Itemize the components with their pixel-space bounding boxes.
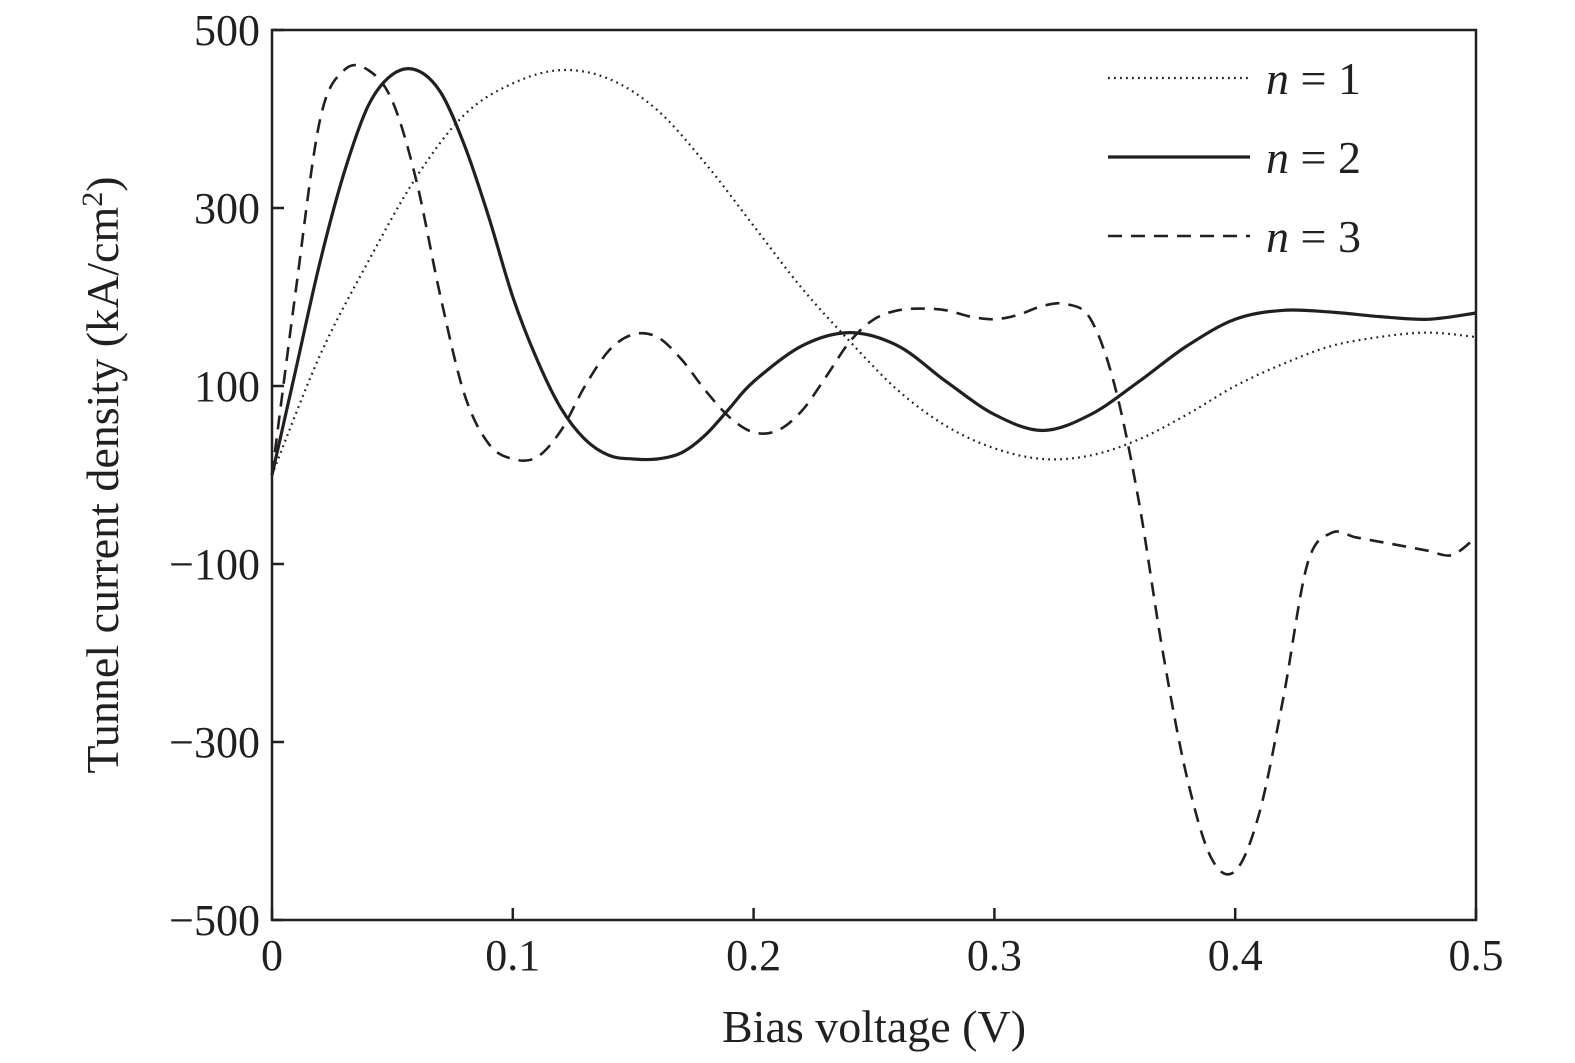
legend-value: = 1 bbox=[1289, 53, 1361, 104]
legend-variable: n bbox=[1266, 211, 1289, 262]
y-axis-label-superscript: 2 bbox=[76, 192, 109, 207]
y-axis-label-main: Tunnel current density (kA/cm bbox=[77, 207, 128, 774]
y-tick-label: −500 bbox=[169, 896, 260, 945]
legend-label-n3: n = 3 bbox=[1266, 211, 1361, 262]
series-lines bbox=[270, 63, 1477, 876]
legend-label-n2: n = 2 bbox=[1266, 132, 1361, 183]
legend-variable: n bbox=[1266, 53, 1289, 104]
y-tick-label: −300 bbox=[169, 718, 260, 767]
y-axis-ticks: −500 −300 −100 100 300 500 bbox=[169, 6, 284, 945]
y-tick-label: 500 bbox=[194, 6, 260, 55]
legend-variable: n bbox=[1266, 132, 1289, 183]
x-tick-label: 0.3 bbox=[967, 931, 1022, 980]
series-line-n3 bbox=[270, 63, 1477, 876]
y-tick-label: 100 bbox=[194, 362, 260, 411]
y-tick-label: 300 bbox=[194, 184, 260, 233]
x-axis-ticks: 0 0.1 0.2 0.3 0.4 0.5 bbox=[261, 908, 1504, 980]
x-tick-label: 0.2 bbox=[726, 931, 781, 980]
x-axis-label: Bias voltage (V) bbox=[722, 1001, 1026, 1052]
x-tick-label: 0.1 bbox=[485, 931, 540, 980]
series-line-n1 bbox=[270, 68, 1477, 476]
x-tick-label: 0.5 bbox=[1449, 931, 1504, 980]
y-axis-label: Tunnel current density (kA/cm2) bbox=[76, 176, 128, 773]
y-tick-label: −100 bbox=[169, 540, 260, 589]
x-tick-label: 0.4 bbox=[1208, 931, 1263, 980]
legend-value: = 3 bbox=[1289, 211, 1361, 262]
legend-value: = 2 bbox=[1289, 132, 1361, 183]
legend-label-n1: n = 1 bbox=[1266, 53, 1361, 104]
series-line-n2 bbox=[270, 67, 1477, 476]
y-axis-label-close: ) bbox=[77, 176, 128, 191]
legend: n = 1n = 2n = 3 bbox=[1108, 53, 1361, 262]
x-tick-label: 0 bbox=[261, 931, 283, 980]
